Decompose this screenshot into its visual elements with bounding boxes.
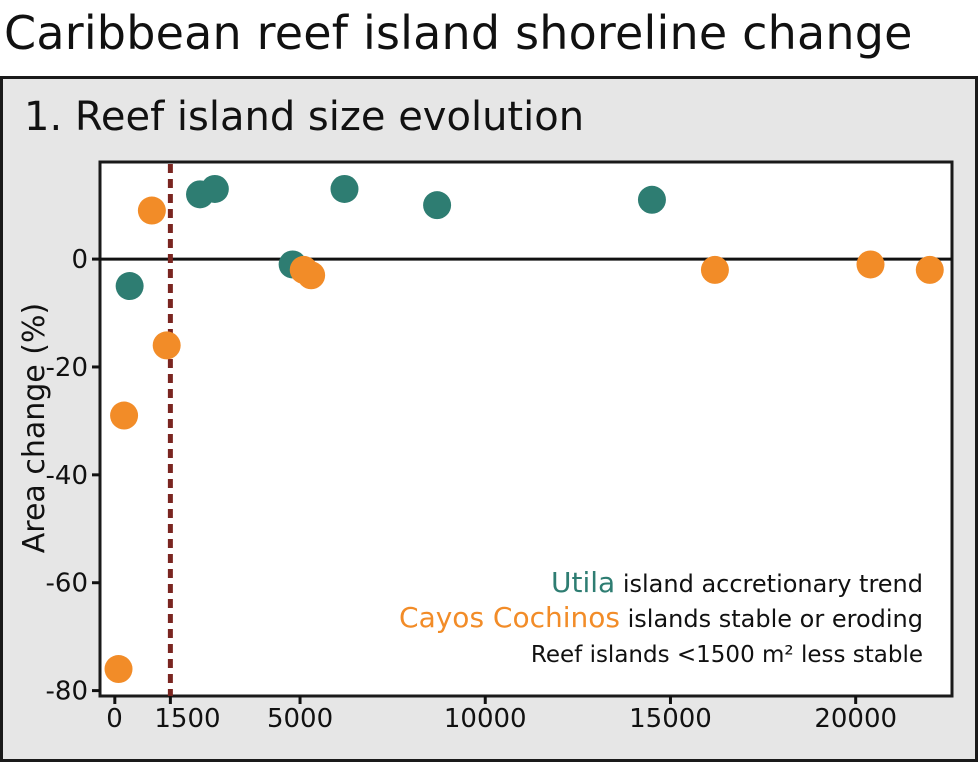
legend-description: islands stable or eroding xyxy=(620,605,923,633)
x-tick-label: 20000 xyxy=(814,704,897,730)
x-tick-label: 15000 xyxy=(629,704,712,730)
y-tick-label: -80 xyxy=(46,677,88,707)
cayos-cochinos-point xyxy=(700,255,729,284)
legend-entry: Reef islands <1500 m² less stable xyxy=(531,642,923,668)
legend-description: Reef islands <1500 m² less stable xyxy=(531,642,923,668)
y-tick-label: -40 xyxy=(46,461,88,491)
legend-entry: Cayos Cochinos islands stable or eroding xyxy=(399,601,923,634)
points-layer xyxy=(104,174,944,684)
main-title: Caribbean reef island shoreline change xyxy=(4,6,913,60)
panel-title: 1. Reef island size evolution xyxy=(24,94,585,140)
legend-series-name: Cayos Cochinos xyxy=(399,601,620,634)
cayos-cochinos-point xyxy=(152,331,181,360)
legend-entry: Utila island accretionary trend xyxy=(551,566,923,599)
utila-point xyxy=(200,174,229,203)
utila-point xyxy=(330,174,359,203)
utila-point xyxy=(637,185,666,214)
x-tick-label: 10000 xyxy=(444,704,527,730)
plot-area xyxy=(98,160,954,698)
y-tick-label: 0 xyxy=(71,245,88,275)
legend-series-name: Utila xyxy=(551,566,615,599)
x-tick-layer: 0 1500 5000 10000 15000 20000 xyxy=(106,696,897,730)
legend-description: island accretionary trend xyxy=(615,570,923,598)
cayos-cochinos-point xyxy=(110,401,139,430)
utila-point xyxy=(423,191,452,220)
cayos-cochinos-point xyxy=(856,250,885,279)
y-tick-label: -20 xyxy=(46,353,88,383)
cayos-cochinos-point xyxy=(297,261,326,290)
y-tick-layer: 0 -20 -40 -60 -80 xyxy=(46,245,100,707)
utila-point xyxy=(115,272,144,301)
x-tick-label: 1500 xyxy=(154,704,220,730)
scatter-chart: 0 -20 -40 -60 -80 0 1500 5000 10000 15000 20000 A… xyxy=(17,160,954,730)
cayos-cochinos-point xyxy=(915,255,944,284)
cayos-cochinos-point xyxy=(104,655,133,684)
y-tick-label: -60 xyxy=(46,569,88,599)
x-tick-label: 5000 xyxy=(267,704,333,730)
x-tick-label: 0 xyxy=(106,704,123,730)
cayos-cochinos-point xyxy=(137,196,166,225)
y-axis-label: Area change (%) xyxy=(17,303,52,553)
